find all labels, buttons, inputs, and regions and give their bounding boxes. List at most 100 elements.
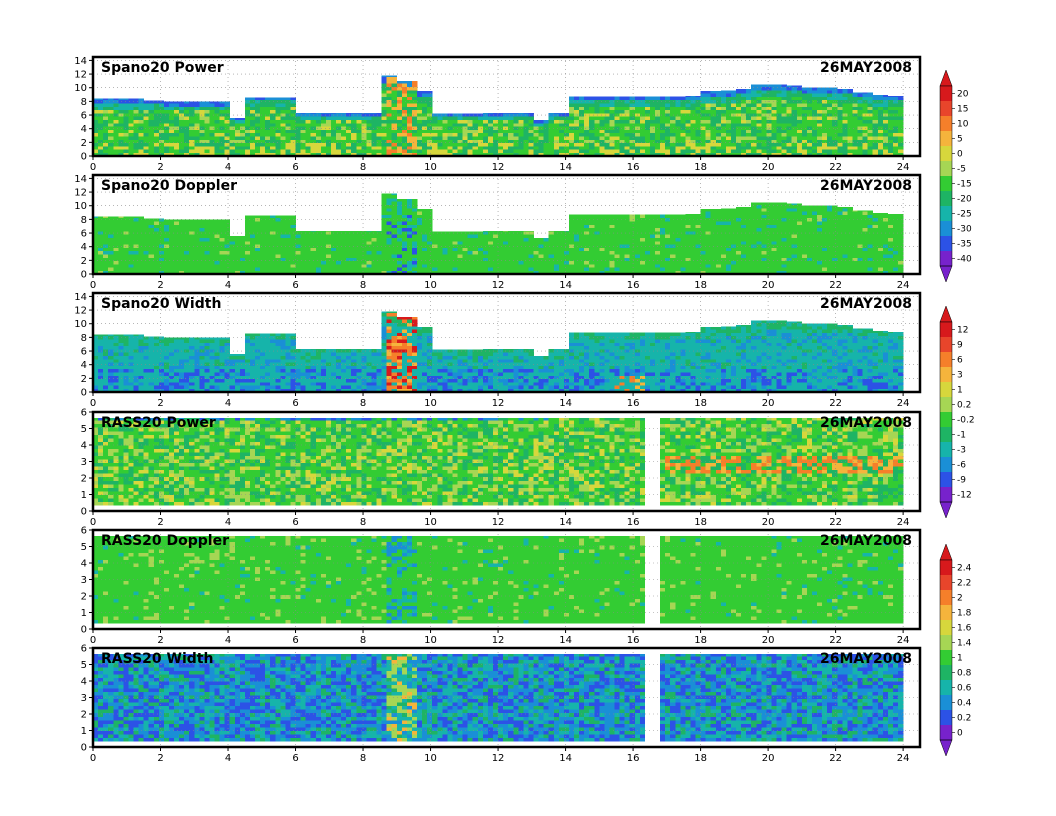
heatmap-cell bbox=[255, 129, 261, 134]
heatmap-cell bbox=[93, 260, 99, 265]
heatmap-cell bbox=[346, 152, 352, 157]
heatmap-cell bbox=[614, 217, 620, 222]
heatmap-cell bbox=[422, 109, 428, 114]
heatmap-cell bbox=[690, 119, 696, 124]
heatmap-cell bbox=[138, 136, 144, 140]
heatmap-cell bbox=[320, 142, 327, 147]
heatmap-cell bbox=[867, 116, 874, 120]
heatmap-cell bbox=[163, 241, 170, 245]
heatmap-cell bbox=[163, 250, 170, 255]
heatmap-cell bbox=[320, 250, 327, 255]
heatmap-cell bbox=[842, 126, 848, 130]
heatmap-cell bbox=[604, 257, 610, 262]
heatmap-cell bbox=[229, 117, 236, 120]
heatmap-cell bbox=[396, 83, 403, 87]
heatmap-cell bbox=[594, 267, 600, 271]
heatmap-cell bbox=[680, 214, 686, 219]
heatmap-cell bbox=[862, 119, 868, 124]
heatmap-cell bbox=[462, 116, 468, 120]
heatmap-cell bbox=[391, 194, 398, 199]
heatmap-cell bbox=[427, 247, 433, 252]
heatmap-cell bbox=[148, 260, 155, 265]
heatmap-cell bbox=[791, 129, 798, 134]
heatmap-cell bbox=[381, 76, 387, 81]
heatmap-cell bbox=[417, 93, 423, 97]
heatmap-cell bbox=[634, 126, 641, 130]
heatmap-cell bbox=[806, 93, 813, 97]
heatmap-cell bbox=[700, 126, 706, 130]
heatmap-cell bbox=[568, 113, 575, 117]
heatmap-cell bbox=[786, 96, 793, 101]
heatmap-cell bbox=[487, 136, 494, 140]
heatmap-cell bbox=[472, 142, 479, 147]
heatmap-cell bbox=[700, 260, 706, 265]
heatmap-cell bbox=[391, 198, 398, 202]
heatmap-cell bbox=[715, 244, 722, 248]
heatmap-cell bbox=[786, 146, 793, 150]
heatmap-cell bbox=[224, 254, 230, 258]
heatmap-cell bbox=[842, 103, 848, 107]
heatmap-cell bbox=[113, 244, 119, 248]
heatmap-cell bbox=[771, 126, 777, 130]
heatmap-cell bbox=[356, 132, 362, 137]
heatmap-cell bbox=[670, 96, 676, 101]
heatmap-cell bbox=[290, 139, 296, 144]
heatmap-cell bbox=[396, 270, 403, 275]
heatmap-cell bbox=[862, 129, 868, 134]
heatmap-cell bbox=[801, 139, 808, 144]
heatmap-cell bbox=[406, 211, 413, 215]
heatmap-cell bbox=[184, 227, 190, 232]
heatmap-cell bbox=[736, 109, 742, 114]
heatmap-cell bbox=[796, 103, 803, 107]
heatmap-cell bbox=[93, 237, 99, 242]
heatmap-cell bbox=[700, 244, 706, 248]
heatmap-cell bbox=[660, 231, 666, 235]
heatmap-cell bbox=[275, 142, 281, 147]
heatmap-cell bbox=[447, 260, 453, 265]
heatmap-cell bbox=[118, 142, 124, 147]
heatmap-cell bbox=[513, 264, 519, 268]
heatmap-cell bbox=[442, 116, 448, 120]
heatmap-cell bbox=[715, 237, 722, 242]
heatmap-cell bbox=[852, 142, 858, 147]
heatmap-cell bbox=[862, 126, 868, 130]
heatmap-cell bbox=[224, 149, 230, 153]
heatmap-cell bbox=[118, 103, 124, 107]
heatmap-cell bbox=[574, 247, 580, 252]
heatmap-cell bbox=[386, 201, 393, 205]
heatmap-cell bbox=[411, 217, 418, 222]
heatmap-cell bbox=[128, 244, 134, 248]
heatmap-cell bbox=[108, 132, 114, 137]
heatmap-cell bbox=[98, 227, 104, 232]
heatmap-cell bbox=[249, 142, 256, 147]
heatmap-cell bbox=[371, 123, 377, 127]
heatmap-cell bbox=[543, 267, 549, 271]
heatmap-cell bbox=[776, 86, 782, 91]
heatmap-cell bbox=[199, 152, 205, 157]
heatmap-cell bbox=[725, 267, 732, 271]
heatmap-cell bbox=[761, 132, 767, 137]
heatmap-cell bbox=[396, 103, 403, 107]
heatmap-cell bbox=[361, 254, 367, 258]
heatmap-cell bbox=[579, 227, 585, 232]
y-tick-label: 0 bbox=[81, 152, 87, 163]
heatmap-cell bbox=[133, 106, 139, 111]
heatmap-cell bbox=[260, 234, 266, 238]
heatmap-cell bbox=[184, 103, 190, 107]
heatmap-cell bbox=[685, 264, 691, 268]
heatmap-cell bbox=[153, 149, 160, 153]
heatmap-cell bbox=[776, 132, 782, 137]
heatmap-cell bbox=[174, 123, 180, 127]
heatmap-cell bbox=[649, 217, 656, 222]
heatmap-cell bbox=[482, 149, 489, 153]
heatmap-cell bbox=[255, 99, 261, 104]
heatmap-cell bbox=[725, 93, 732, 97]
heatmap-cell bbox=[538, 257, 544, 262]
heatmap-cell bbox=[285, 149, 291, 153]
heatmap-cell bbox=[260, 152, 266, 157]
heatmap-cell bbox=[158, 149, 165, 153]
colorbar-label: 0 bbox=[957, 150, 963, 160]
heatmap-cell bbox=[417, 142, 423, 147]
heatmap-cell bbox=[553, 113, 560, 117]
heatmap-cell bbox=[720, 113, 727, 117]
